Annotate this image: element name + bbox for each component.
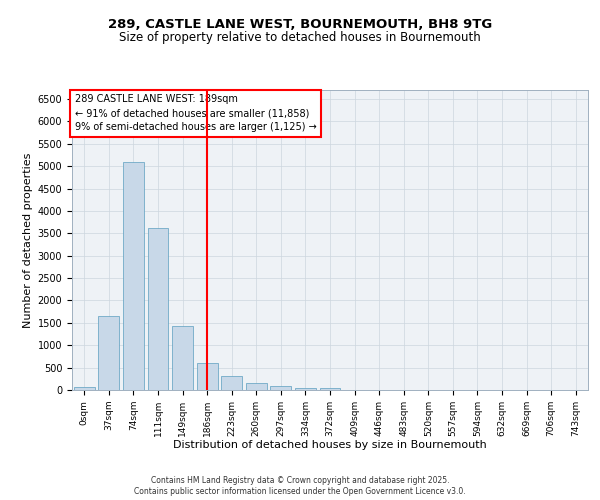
Bar — [295, 388, 316, 390]
Text: Size of property relative to detached houses in Bournemouth: Size of property relative to detached ho… — [119, 31, 481, 44]
Bar — [123, 162, 144, 390]
Bar — [172, 326, 193, 390]
Text: Contains HM Land Registry data © Crown copyright and database right 2025.: Contains HM Land Registry data © Crown c… — [151, 476, 449, 485]
Bar — [221, 376, 242, 390]
Bar — [320, 388, 340, 390]
Text: Contains public sector information licensed under the Open Government Licence v3: Contains public sector information licen… — [134, 488, 466, 496]
X-axis label: Distribution of detached houses by size in Bournemouth: Distribution of detached houses by size … — [173, 440, 487, 450]
Bar — [74, 386, 95, 390]
Bar — [271, 386, 292, 390]
Text: 289 CASTLE LANE WEST: 189sqm
← 91% of detached houses are smaller (11,858)
9% of: 289 CASTLE LANE WEST: 189sqm ← 91% of de… — [74, 94, 316, 132]
Bar — [98, 316, 119, 390]
Text: 289, CASTLE LANE WEST, BOURNEMOUTH, BH8 9TG: 289, CASTLE LANE WEST, BOURNEMOUTH, BH8 … — [108, 18, 492, 30]
Y-axis label: Number of detached properties: Number of detached properties — [23, 152, 34, 328]
Bar — [148, 228, 169, 390]
Bar — [246, 383, 267, 390]
Bar — [197, 362, 218, 390]
